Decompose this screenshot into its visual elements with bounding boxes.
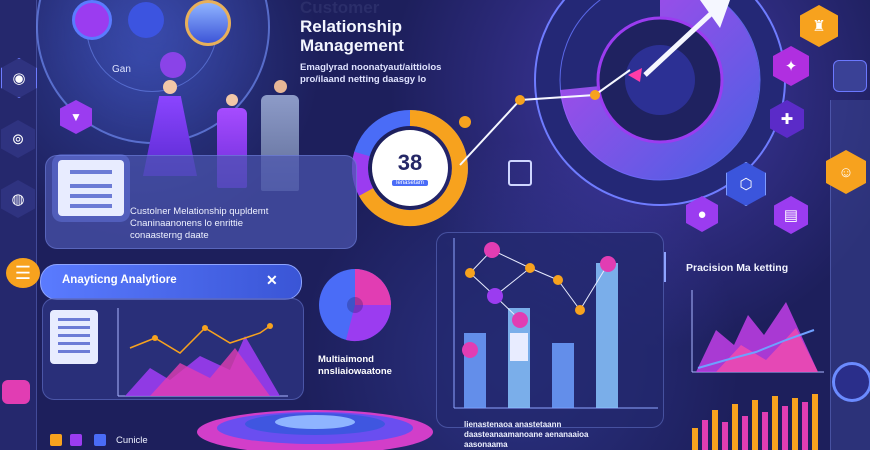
legend-swatch-orange [50,434,62,446]
card-right-icon[interactable] [833,60,867,92]
close-icon[interactable]: ✕ [266,272,278,288]
legend-swatch-purple [70,434,82,446]
bottom-text-line-2: daasteanaamanoane aenanaaioa [464,430,589,439]
crm-card-line-2: Cnaninaanonens lo enrittie [130,218,244,229]
profile-icon[interactable] [185,0,231,46]
platform-rings [197,410,433,450]
cube-icon[interactable]: ⬡ [726,162,766,206]
subtitle-line-1: Emaglyrad noonatyaut/aittiolos [300,62,442,73]
chat-bubble-icon[interactable]: ☰ [6,258,40,288]
subtitle: Emaglyrad noonatyaut/aittiolos pro/ilaan… [300,62,441,86]
bottom-text: lienastenaoa anastetaann daasteanaamanoa… [464,420,589,450]
refresh-icon[interactable] [832,362,870,402]
crm-card-line-3: conaasterng daate [130,230,209,241]
revenue-bar-chart [692,394,818,450]
shield-icon[interactable]: ☺ [826,150,866,194]
gauge-chart [352,110,468,226]
legend-swatch-blue [94,434,106,446]
connector-lines [459,69,631,166]
precision-label: Pracision Ma ketting [686,262,789,274]
analytics-bar[interactable] [40,264,302,300]
title-line-1: Customer [300,0,380,17]
analytics-area-chart [117,308,288,397]
card-icon[interactable] [2,380,30,404]
radar-graphic [534,0,786,206]
avatar-icon[interactable] [72,0,112,40]
document-icon [58,160,124,216]
legend-label: Cunicle [116,435,148,446]
crm-card-text: Custolner Melationship qupldemt Cnaninaa… [130,206,268,242]
bottom-text-line-1: lienastenaoa anastetaann [464,420,562,429]
team-label: Gan [112,64,131,75]
growth-arrow-icon [640,0,730,80]
bottom-text-line-3: aasonaama [464,440,508,449]
crm-card-title: Custolner Melationship qupldemt [130,206,269,217]
gauge-value: 38 [397,150,423,175]
subtitle-line-2: pro/ilaand netting daasgy lo [300,74,427,85]
report-icon [50,310,98,364]
globe-icon[interactable] [128,2,164,38]
pie-caption: Multiaimond nnsliaiowaatone [318,354,392,378]
title-line-2: Relationship [300,17,403,36]
pie-caption-line-1: Multiaimond [318,354,374,365]
analytics-label: Anayticng Analytiore [62,274,177,286]
heart-icon[interactable] [160,52,186,78]
network-bar-chart [453,238,658,409]
document-icon-small[interactable] [508,160,532,186]
precision-divider [664,252,666,282]
growth-icon[interactable]: ✚ [770,100,804,138]
gauge-caption: lenasetam [392,180,428,186]
pie-chart [319,269,392,342]
pie-caption-line-2: nnsliaiowaatone [318,366,392,377]
page-title: Customer Relationship Management [300,0,404,55]
precision-area-chart [691,290,824,373]
chart-hex-icon[interactable]: ▤ [774,196,808,234]
title-line-3: Management [300,36,404,55]
